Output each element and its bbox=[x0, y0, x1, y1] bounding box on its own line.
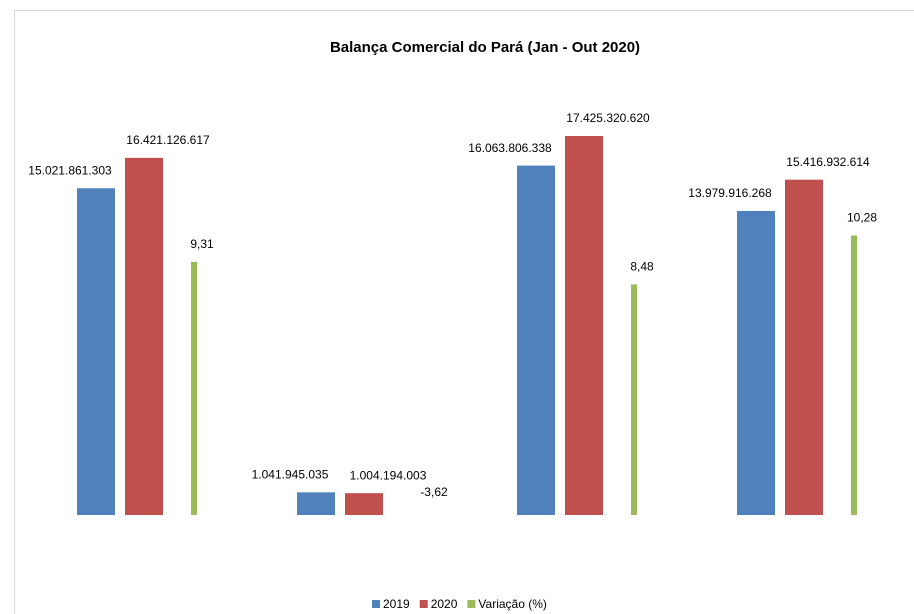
bar bbox=[517, 165, 555, 515]
data-label: 16.063.806.338 bbox=[468, 141, 552, 155]
bar bbox=[631, 284, 637, 515]
legend-swatch bbox=[467, 600, 476, 608]
data-label: 1.004.194.003 bbox=[350, 468, 427, 482]
bar bbox=[737, 210, 775, 515]
data-label: -3,62 bbox=[420, 485, 448, 499]
data-label: 1.041.945.035 bbox=[252, 468, 329, 482]
plot-area bbox=[77, 135, 857, 515]
data-label: 9,31 bbox=[190, 237, 214, 251]
legend-label: 2019 bbox=[383, 597, 410, 611]
bar bbox=[345, 493, 383, 515]
bar bbox=[297, 492, 335, 515]
bar bbox=[77, 188, 115, 515]
legend-swatch bbox=[372, 600, 380, 608]
bar bbox=[785, 179, 823, 515]
bar bbox=[565, 135, 603, 515]
chart-title: Balança Comercial do Pará (Jan - Out 202… bbox=[330, 39, 640, 56]
legend-label: 2020 bbox=[431, 597, 458, 611]
data-label: 17.425.320.620 bbox=[566, 111, 650, 125]
data-label: 15.021.861.303 bbox=[28, 163, 112, 177]
data-label: 16.421.126.617 bbox=[126, 133, 210, 147]
data-label: 15.416.932.614 bbox=[786, 155, 870, 169]
data-label: 10,28 bbox=[847, 211, 877, 225]
bar bbox=[191, 261, 197, 515]
data-label: 13.979.916.268 bbox=[688, 186, 772, 200]
bar bbox=[851, 235, 857, 515]
legend-label: Variação (%) bbox=[478, 597, 546, 611]
data-label: 8,48 bbox=[630, 260, 654, 274]
bar bbox=[125, 157, 163, 515]
legend-swatch bbox=[419, 600, 428, 608]
